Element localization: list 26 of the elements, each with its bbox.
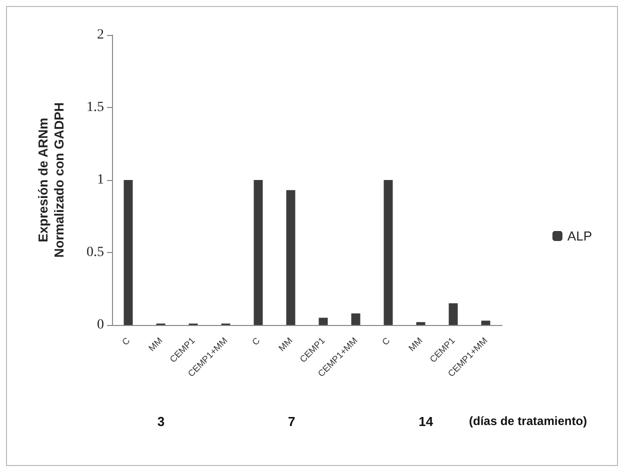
x-tick-label: C xyxy=(120,335,132,348)
y-tick-label: 0.5 xyxy=(86,245,104,260)
bar xyxy=(254,180,263,325)
text: 14 xyxy=(418,414,434,429)
y-tick-label: 1 xyxy=(97,172,104,188)
y-axis-title: Expresión de ARNm Normalizado con GADPH xyxy=(36,102,66,258)
text: 3 xyxy=(157,414,165,429)
bar xyxy=(286,190,296,325)
x-tick-label: C xyxy=(250,335,262,348)
text: 7 xyxy=(288,414,296,429)
bar xyxy=(448,303,458,325)
bar xyxy=(384,180,393,325)
x-tick-label: MM xyxy=(276,335,294,354)
y-tick-label: 0 xyxy=(97,318,104,332)
bar xyxy=(124,180,133,325)
bar xyxy=(481,320,490,325)
legend-label: ALP xyxy=(567,228,592,244)
y-tick-label: 2 xyxy=(97,28,104,42)
x-tick-label: MM xyxy=(146,335,164,354)
y-tick-label: 1.5 xyxy=(86,100,104,115)
bar xyxy=(318,318,328,325)
bar xyxy=(351,313,360,325)
x-tick-label: C xyxy=(380,335,392,348)
bar xyxy=(416,322,426,325)
text: (días de tratamiento) xyxy=(469,414,588,428)
x-tick-label: MM xyxy=(406,335,424,354)
